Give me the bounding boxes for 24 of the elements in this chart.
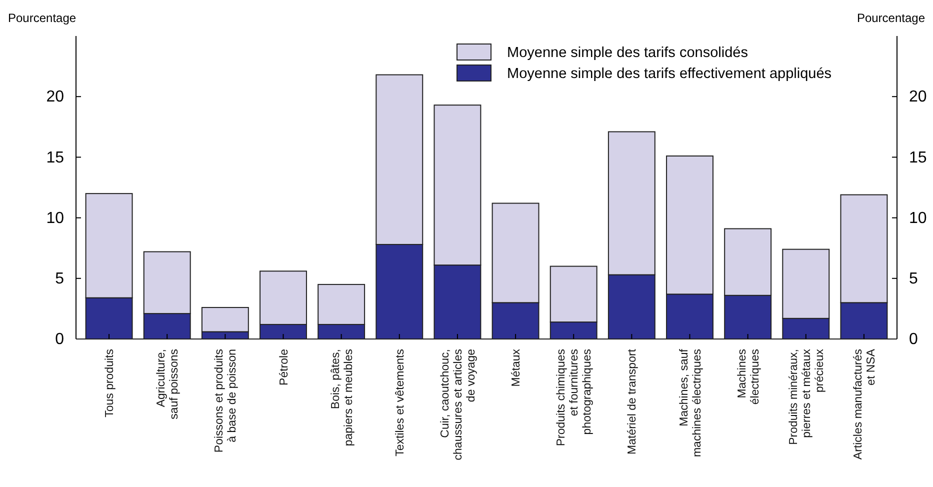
x-tick-label: Textiles et vêtements bbox=[394, 348, 406, 456]
y2-tick-label: 20 bbox=[909, 88, 927, 106]
x-tick-label: Articles manufacturés et NSA bbox=[852, 348, 878, 460]
y-tick-label: 5 bbox=[55, 270, 64, 288]
x-tick-label: Pétrole bbox=[278, 349, 290, 386]
y2-tick-label: 15 bbox=[909, 149, 927, 166]
y-tick-label: 15 bbox=[46, 149, 64, 166]
y-tick-label: 10 bbox=[46, 210, 64, 227]
legend-label: Moyenne simple des tarifs effectivement appliqués bbox=[507, 66, 832, 82]
y2-tick-label: 10 bbox=[909, 210, 927, 227]
x-tick-label: Produits chimiques et fournitures photographiques bbox=[556, 348, 594, 446]
x-tick-label: Métaux bbox=[510, 348, 523, 387]
x-tick-label: Bois, pâtes, papiers et meubles bbox=[330, 348, 355, 446]
y-tick-label: 0 bbox=[55, 331, 64, 348]
y2-axis-title: Pourcentage bbox=[856, 11, 926, 25]
x-tick-label: Tous produits bbox=[104, 348, 116, 418]
y2-tick-label: 5 bbox=[909, 270, 918, 288]
y-axis-title: Pourcentage bbox=[8, 11, 76, 25]
y-tick-label: 20 bbox=[46, 88, 64, 106]
x-tick-label: Matériel de transport bbox=[626, 348, 639, 454]
x-tick-label: Cuir, caoutchouc, chaussures et articles de voyage bbox=[439, 348, 478, 460]
y2-tick-label: 0 bbox=[909, 331, 918, 348]
x-tick-label: Agriculture, sauf poissons bbox=[156, 348, 181, 420]
legend-label: Moyenne simple des tarifs consolidés bbox=[507, 45, 748, 61]
